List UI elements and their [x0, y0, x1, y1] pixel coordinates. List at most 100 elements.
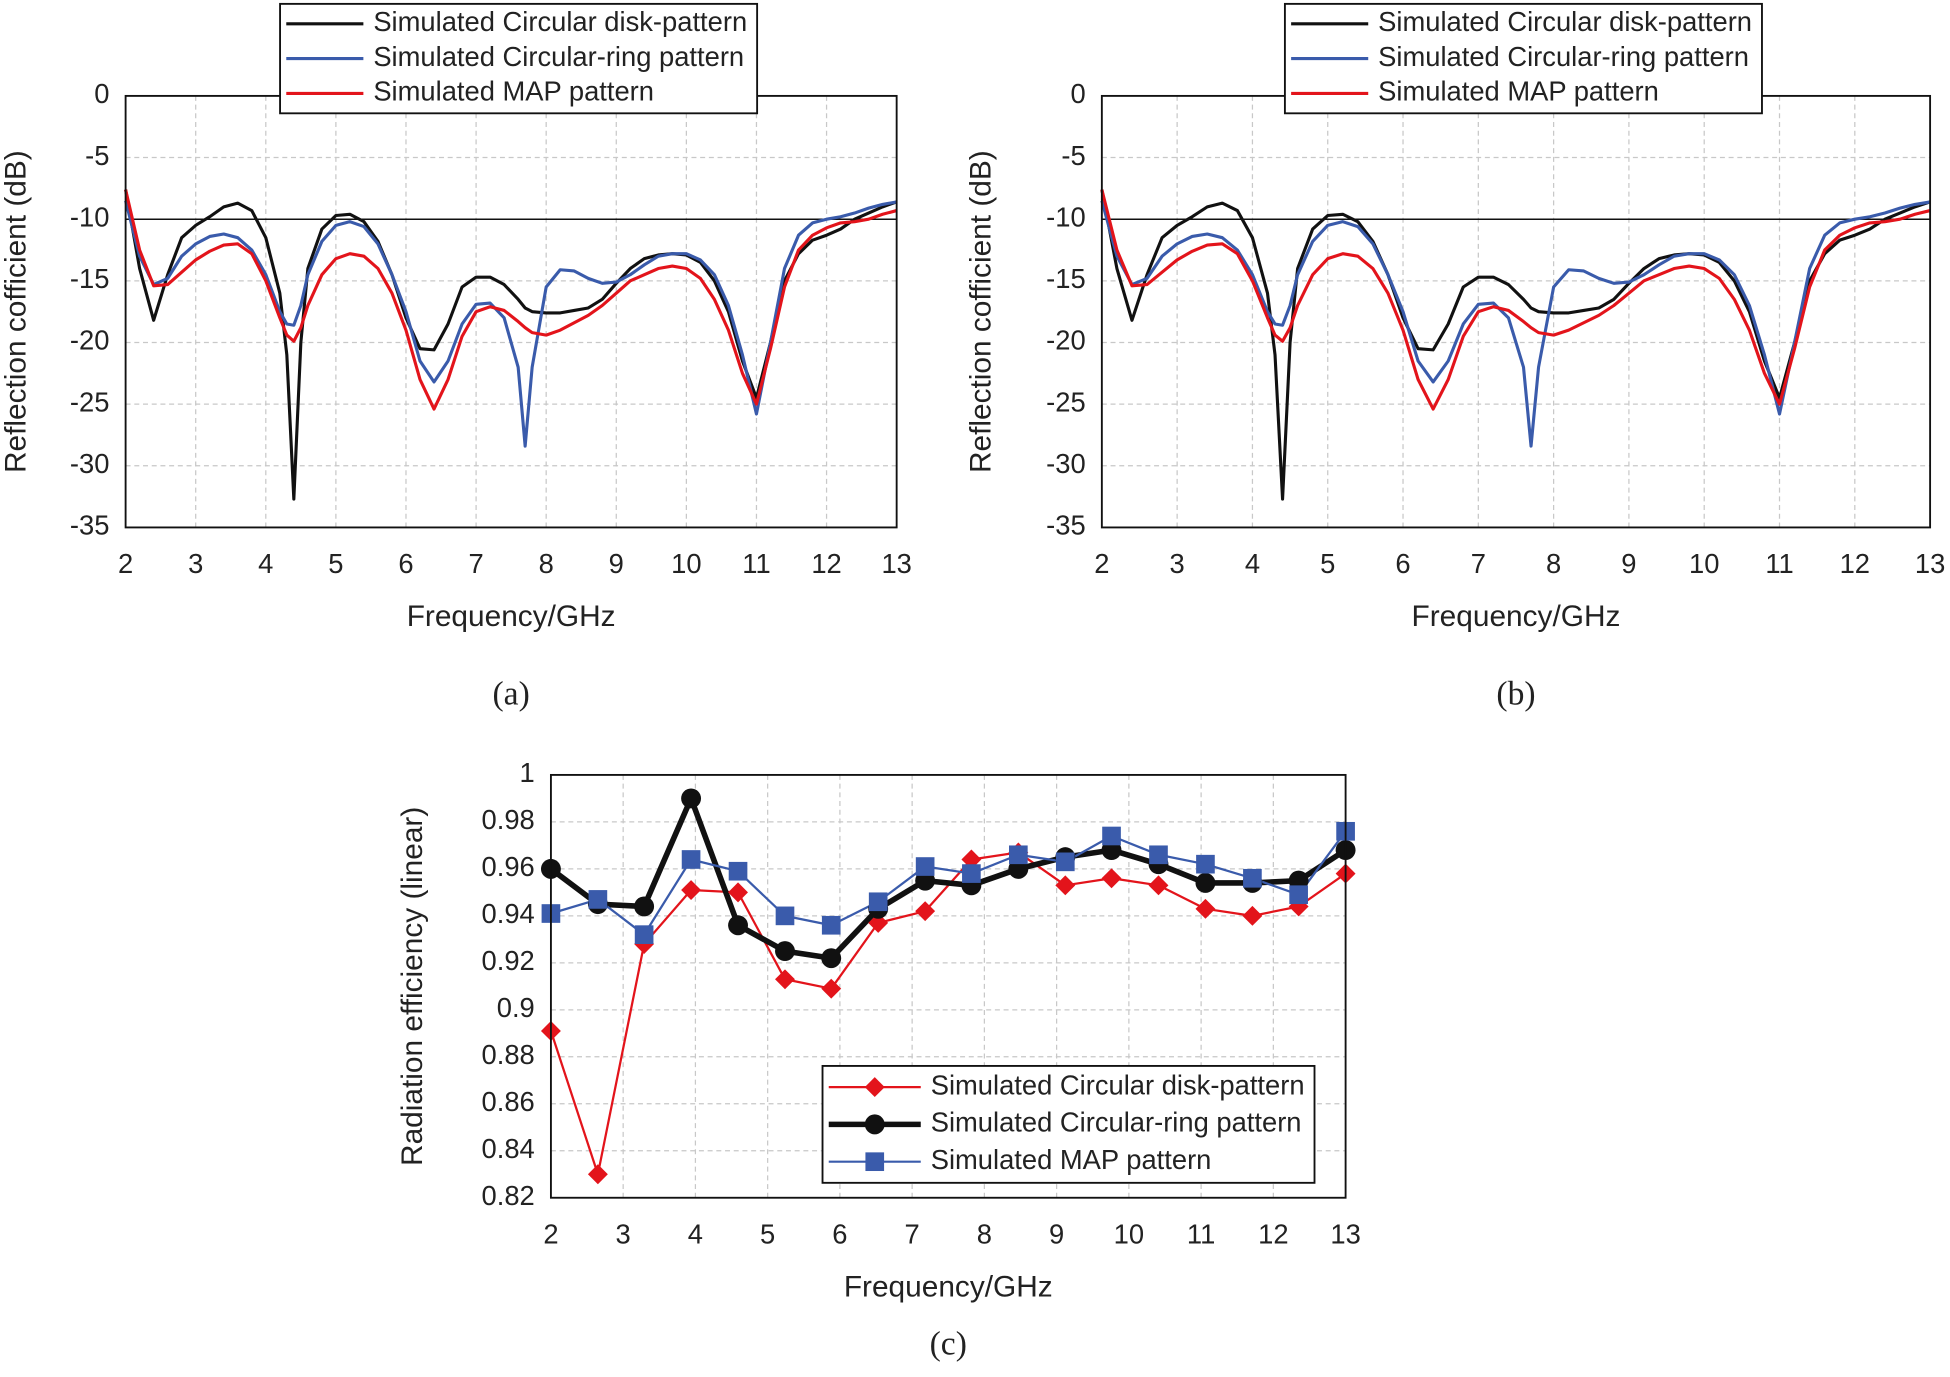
marker	[1055, 875, 1076, 896]
y-tick-label: -30	[1046, 448, 1086, 479]
legend-label: Simulated Circular disk-pattern	[931, 1069, 1305, 1100]
y-axis-title: Radiation efficiency (linear)	[396, 807, 429, 1166]
marker	[1196, 854, 1215, 874]
marker	[821, 915, 841, 935]
legend: Simulated Circular disk-pattern Simulated…	[821, 1064, 1316, 1184]
x-tick-label: 9	[1049, 1219, 1064, 1250]
x-tick-label: 8	[977, 1219, 992, 1250]
y-tick-label: 0.96	[482, 851, 535, 882]
y-tick-label: 0.86	[482, 1086, 535, 1117]
x-tick-label: 3	[1170, 548, 1185, 579]
marker	[915, 901, 936, 922]
x-tick-label: 8	[539, 548, 554, 579]
x-tick-label: 3	[616, 1219, 631, 1250]
marker	[728, 882, 748, 903]
x-tick-label: 4	[258, 548, 273, 579]
legend-label: Simulated Circular-ring pattern	[931, 1107, 1302, 1138]
marker	[1243, 868, 1262, 888]
marker	[962, 864, 981, 883]
legend-label: Simulated Circular disk-pattern	[1378, 6, 1752, 37]
legend-label: Simulated MAP pattern	[1378, 76, 1659, 107]
y-tick-label: -35	[1046, 510, 1086, 541]
marker	[587, 1164, 608, 1185]
y-tick-label: -15	[70, 263, 110, 294]
y-tick-label: 0.9	[497, 992, 535, 1023]
y-tick-label: -10	[70, 201, 110, 232]
marker	[1242, 905, 1263, 926]
y-tick-label: -5	[85, 140, 109, 171]
y-tick-label: 0	[94, 78, 109, 109]
series-line	[124, 189, 898, 411]
legend-label: Simulated MAP pattern	[931, 1144, 1212, 1175]
y-tick-label: -30	[70, 448, 110, 479]
marker	[868, 892, 888, 912]
y-tick-label: -25	[70, 386, 110, 417]
marker	[681, 850, 701, 869]
x-tick-label: 7	[468, 548, 483, 579]
y-tick-label: -35	[70, 510, 110, 541]
x-tick-label: 11	[742, 548, 770, 579]
y-tick-label: -25	[1046, 386, 1086, 417]
x-tick-label: 13	[881, 548, 911, 579]
y-tick-label: 0.98	[482, 804, 535, 835]
x-tick-label: 3	[188, 548, 203, 579]
x-tick-label: 4	[688, 1219, 703, 1250]
x-tick-label: 9	[609, 548, 624, 579]
caption: (a)	[493, 675, 530, 712]
legend: Simulated Circular disk-pattern Simulated…	[1283, 2, 1763, 115]
y-axis-title: Reflection cofficient (dB)	[964, 150, 997, 473]
y-tick-label: -15	[1046, 263, 1086, 294]
marker	[775, 941, 795, 962]
series-line	[1100, 189, 1931, 501]
y-tick-label: 1	[520, 757, 535, 788]
marker	[681, 788, 702, 809]
y-tick-label: -5	[1061, 140, 1085, 171]
marker	[864, 1077, 885, 1098]
x-tick-label: 12	[1258, 1219, 1288, 1250]
y-tick-label: 0.82	[482, 1180, 535, 1211]
marker	[1055, 852, 1075, 872]
legend-label: Simulated MAP pattern	[373, 76, 654, 107]
marker	[634, 896, 655, 917]
legend: Simulated Circular disk-pattern Simulated…	[279, 2, 759, 115]
marker	[1195, 873, 1216, 893]
marker	[775, 906, 795, 926]
marker	[1009, 845, 1028, 865]
x-axis-title: Frequency/GHz	[1412, 600, 1621, 633]
x-tick-label: 8	[1546, 548, 1561, 579]
x-tick-label: 6	[1395, 548, 1410, 579]
x-tick-label: 5	[1320, 548, 1335, 579]
y-tick-label: 0	[1070, 78, 1085, 109]
y-tick-label: 0.84	[482, 1133, 535, 1164]
x-tick-label: 13	[1915, 548, 1945, 579]
plot-area	[125, 95, 897, 528]
x-tick-label: 5	[328, 548, 343, 579]
x-tick-label: 10	[1689, 548, 1719, 579]
marker	[821, 948, 842, 969]
plot-frame	[549, 773, 1347, 1199]
marker	[1101, 868, 1122, 889]
marker	[821, 978, 842, 999]
x-tick-label: 11	[1765, 548, 1793, 579]
series-line	[1100, 189, 1931, 411]
x-tick-label: 12	[1840, 548, 1870, 579]
x-tick-label: 9	[1621, 548, 1636, 579]
y-axis-title: Reflection cofficient (dB)	[0, 150, 32, 473]
marker	[1148, 875, 1169, 896]
x-tick-label: 10	[1114, 1219, 1144, 1250]
x-tick-label: 2	[543, 1219, 558, 1250]
marker	[865, 1152, 885, 1172]
marker	[775, 969, 795, 990]
marker	[1149, 845, 1168, 865]
marker	[728, 861, 748, 881]
marker	[1289, 885, 1308, 905]
x-tick-label: 4	[1245, 548, 1260, 579]
caption: (c)	[930, 1326, 967, 1363]
x-tick-label: 7	[905, 1219, 920, 1250]
marker	[588, 890, 608, 909]
marker	[915, 857, 935, 876]
y-tick-label: 0.88	[482, 1039, 535, 1070]
marker	[868, 912, 889, 933]
